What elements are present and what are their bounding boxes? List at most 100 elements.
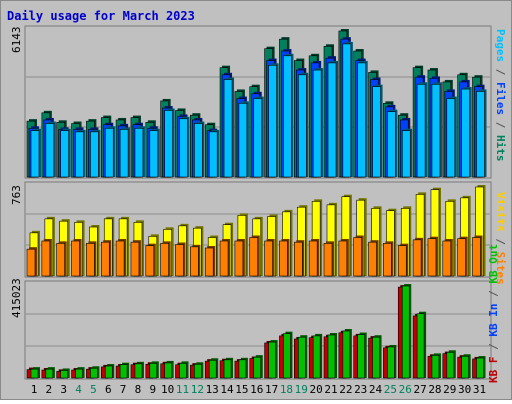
- pages-bar: [357, 62, 367, 178]
- pages-bar: [45, 123, 55, 178]
- kb-in-bar: [194, 363, 202, 379]
- kb-in-bar: [431, 355, 440, 379]
- x-tick-label: 8: [135, 383, 142, 396]
- x-tick-label: 26: [399, 383, 412, 396]
- sites-bar: [472, 237, 481, 277]
- legend-sites: Sites: [494, 252, 507, 285]
- x-tick-label: 21: [324, 383, 337, 396]
- x-tick-label: 22: [339, 383, 352, 396]
- pages-bar: [283, 55, 292, 178]
- kb-in-bar: [238, 359, 247, 379]
- sites-bar: [442, 240, 452, 277]
- kb-in-bar: [283, 333, 291, 379]
- sites-bar: [323, 243, 333, 277]
- kb-in-bar: [312, 335, 321, 379]
- sites-bar: [71, 240, 80, 277]
- x-tick-label: 3: [60, 383, 67, 396]
- pages-bar: [179, 118, 188, 178]
- kb-in-bar: [416, 313, 425, 379]
- pages-bar: [238, 103, 248, 178]
- bars-layer: [26, 29, 487, 379]
- kb-in-bar: [357, 334, 366, 379]
- pages-bar: [476, 91, 485, 178]
- sites-bar: [368, 241, 377, 277]
- kb-in-bar: [45, 368, 54, 379]
- kb-in-bar: [253, 356, 262, 379]
- sites-bar: [383, 243, 392, 277]
- kb-in-bar: [327, 334, 336, 379]
- x-tick-label: 6: [105, 383, 112, 396]
- legend-sep: /: [487, 337, 500, 357]
- kb-in-bar: [60, 370, 69, 379]
- sites-bar: [457, 238, 466, 277]
- x-tick-label: 4: [75, 383, 82, 396]
- kb-in-bar: [461, 355, 469, 379]
- pages-bar: [253, 98, 263, 178]
- kb-in-bar: [179, 363, 187, 379]
- x-tick-label: 18: [280, 383, 293, 396]
- x-tick-label: 10: [161, 383, 174, 396]
- sites-bar: [249, 237, 259, 277]
- x-tick-label: 19: [295, 383, 308, 396]
- sites-bar: [145, 245, 155, 277]
- kb-in-bar: [134, 363, 143, 379]
- pages-bar: [387, 111, 396, 178]
- kb-in-bar: [297, 336, 306, 379]
- x-tick-label: 5: [90, 383, 97, 396]
- pages-bar: [297, 74, 307, 178]
- x-tick-label: 24: [369, 383, 383, 396]
- legend-kb-in: KB In: [487, 304, 500, 337]
- legend-kb-f: KB F: [487, 357, 500, 384]
- sites-bar: [412, 239, 422, 277]
- legend-sep: /: [494, 115, 507, 135]
- sites-bar: [397, 245, 407, 277]
- x-tick-label: 15: [235, 383, 248, 396]
- x-tick-label: 27: [413, 383, 426, 396]
- pages-bar: [312, 69, 322, 178]
- pages-bar: [60, 130, 70, 178]
- kb-in-bar: [208, 359, 217, 379]
- legend-hits: Hits: [494, 135, 507, 162]
- pages-bar: [342, 43, 352, 178]
- sites-bar: [234, 240, 244, 277]
- legend-visits: Visits: [494, 192, 507, 232]
- x-tick-label: 28: [428, 383, 441, 396]
- x-tick-label: 1: [31, 383, 38, 396]
- sites-bar: [160, 243, 169, 277]
- pages-bar: [149, 130, 159, 178]
- pages-bar: [119, 129, 129, 178]
- pages-bar: [30, 130, 40, 178]
- pages-bar: [268, 64, 277, 178]
- sites-bar: [308, 240, 318, 277]
- pages-bar: [90, 131, 99, 178]
- x-tick-label: 23: [354, 383, 367, 396]
- legend-sep: /: [487, 284, 500, 304]
- pages-bar: [327, 62, 337, 178]
- sites-bar: [175, 244, 184, 277]
- sites-bar: [338, 240, 348, 277]
- sites-bar: [204, 247, 214, 277]
- pages-axis-max: 6143: [10, 27, 23, 54]
- pages-bar: [416, 84, 426, 178]
- pages-bar: [461, 88, 470, 178]
- sites-bar: [219, 240, 229, 277]
- kb-in-bar: [30, 368, 39, 379]
- x-tick-label: 9: [149, 383, 156, 396]
- x-tick-label: 29: [443, 383, 456, 396]
- sites-bar: [26, 248, 36, 277]
- x-tick-label: 14: [220, 383, 234, 396]
- pages-bar: [208, 131, 218, 178]
- kb-in-bar: [446, 351, 455, 379]
- pages-files-hits-legend: Pages / Files / Hits: [494, 29, 507, 162]
- pages-bar: [446, 98, 456, 178]
- pages-bar: [75, 131, 84, 178]
- kb-in-bar: [401, 285, 410, 379]
- sites-bar: [279, 240, 288, 277]
- sites-bar: [41, 240, 51, 277]
- sites-bar: [100, 241, 110, 277]
- legend-sep: /: [494, 62, 507, 82]
- x-tick-label: 17: [265, 383, 278, 396]
- kb-in-bar: [90, 367, 98, 379]
